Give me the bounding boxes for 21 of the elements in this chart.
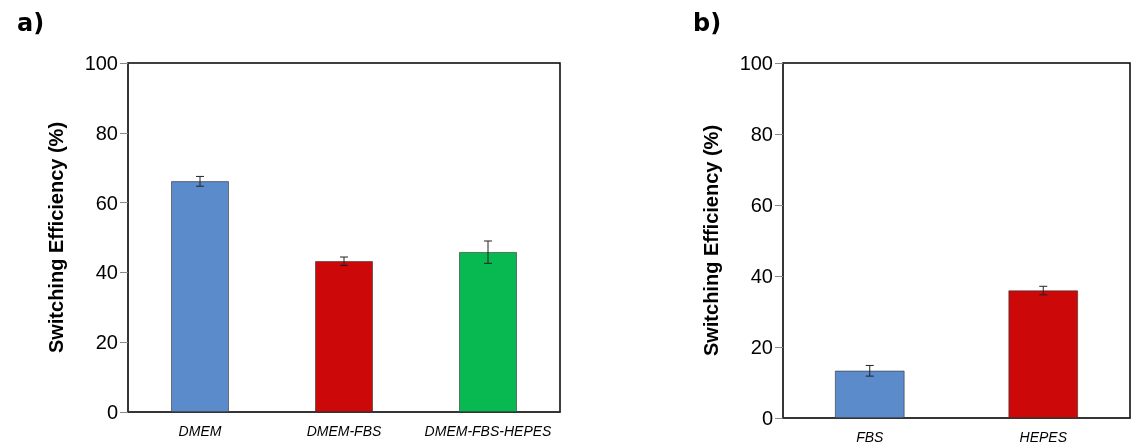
y-tick-label: 60 [95, 191, 118, 214]
y-tick-label: 100 [739, 52, 773, 74]
x-tick-label: FBS [856, 429, 885, 445]
x-tick-label: DMEM [178, 423, 222, 439]
chart-title: b) [693, 9, 722, 37]
x-tick-label: DMEM-FBS [306, 423, 382, 439]
y-tick-label: 0 [106, 401, 118, 423]
y-tick-label: 20 [750, 336, 773, 358]
chart-title: a) [17, 9, 45, 37]
y-tick-label: 20 [95, 331, 118, 354]
y-axis-title: Switching Efficiency (%) [45, 121, 67, 354]
x-tick-label: HEPES [1019, 429, 1068, 445]
y-tick-label: 100 [84, 52, 118, 74]
y-axis-title: Switching Efficiency (%) [700, 124, 722, 357]
x-tick-label: DMEM-FBS-HEPES [424, 423, 553, 439]
y-tick-label: 80 [95, 121, 118, 144]
y-tick-label: 0 [761, 407, 773, 429]
y-tick-label: 80 [750, 123, 773, 145]
y-tick-label: 40 [95, 261, 118, 284]
y-tick-label: 40 [750, 265, 773, 287]
y-tick-label: 60 [750, 194, 773, 216]
